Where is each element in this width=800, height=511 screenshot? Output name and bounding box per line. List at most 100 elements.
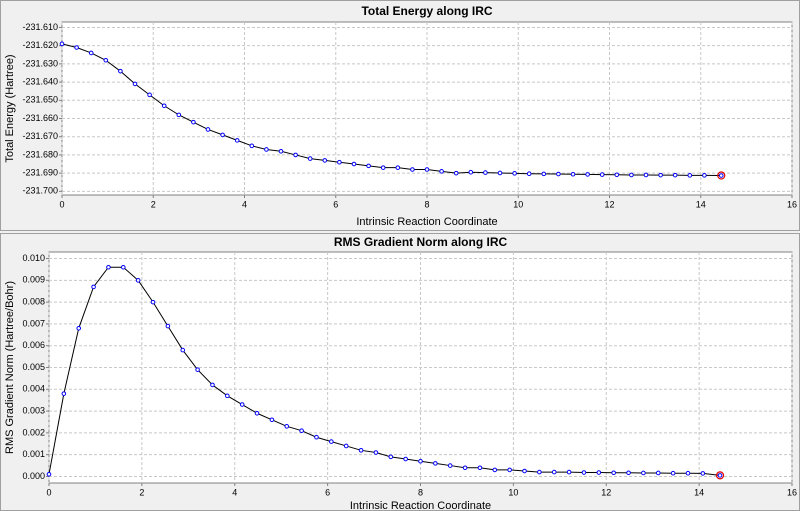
data-point <box>220 132 225 138</box>
data-point <box>161 103 167 109</box>
x-tick-label: 8 <box>424 199 429 209</box>
data-point <box>59 41 65 47</box>
data-point <box>611 470 616 476</box>
x-tick-label: 4 <box>232 487 237 497</box>
data-point <box>655 470 661 476</box>
data-point <box>225 393 230 399</box>
data-point <box>150 299 156 305</box>
data-point <box>685 470 691 476</box>
data-point <box>658 172 663 178</box>
data-point <box>585 172 590 177</box>
data-point <box>76 325 82 331</box>
x-tick-label: 10 <box>513 199 523 209</box>
data-point <box>492 467 498 473</box>
data-point <box>234 138 240 143</box>
x-tick-label: 10 <box>508 487 518 497</box>
x-tick-label: 14 <box>694 487 704 497</box>
data-point <box>717 473 723 478</box>
data-point <box>687 173 693 178</box>
data-point <box>264 147 269 152</box>
data-point <box>462 465 468 471</box>
data-point <box>453 170 459 176</box>
y-axis-title: RMS Gradient Norm (Hartree/Bohr) <box>4 281 16 454</box>
data-point <box>284 424 290 429</box>
data-point <box>314 434 319 440</box>
data-point <box>176 112 182 118</box>
data-point <box>293 152 298 158</box>
data-point <box>254 410 260 416</box>
data-point <box>718 173 724 178</box>
data-point <box>191 119 196 125</box>
x-tick-label: 14 <box>696 199 706 209</box>
data-point <box>74 45 79 50</box>
data-point <box>329 439 334 444</box>
y-tick-label: 0.001 <box>22 449 45 459</box>
data-point <box>343 443 349 449</box>
data-point <box>522 468 527 474</box>
data-point <box>570 171 576 177</box>
data-point <box>205 127 211 132</box>
data-point <box>626 470 631 476</box>
y-tick-label: -231.610 <box>22 22 58 32</box>
data-point <box>165 323 171 329</box>
x-tick-label: 6 <box>333 199 338 209</box>
data-point <box>556 171 561 177</box>
y-tick-label: 0.010 <box>22 253 45 263</box>
data-point <box>278 148 284 154</box>
x-tick-label: 16 <box>787 199 797 209</box>
y-tick-label: -231.640 <box>22 76 58 86</box>
data-point <box>541 171 547 177</box>
y-tick-label: 0.004 <box>22 384 45 394</box>
data-point <box>599 172 605 177</box>
y-tick-label: 0.003 <box>22 405 45 415</box>
data-point <box>147 92 152 98</box>
y-axis-title: Total Energy (Hartree) <box>4 54 16 162</box>
data-point <box>91 284 96 290</box>
x-tick-label: 4 <box>242 199 247 209</box>
y-tick-label: 0.008 <box>22 296 45 306</box>
data-point <box>299 428 304 433</box>
x-tick-label: 6 <box>325 487 330 497</box>
x-tick-label: 0 <box>46 487 51 497</box>
data-point <box>424 167 430 172</box>
y-tick-label: -231.700 <box>22 186 58 196</box>
data-point <box>380 165 386 170</box>
data-line <box>61 43 722 177</box>
data-point <box>132 81 138 87</box>
y-tick-label: 0.009 <box>22 275 45 285</box>
data-point <box>239 402 245 407</box>
data-point <box>410 167 415 172</box>
data-point <box>307 156 313 161</box>
data-point <box>135 278 141 283</box>
data-point <box>106 264 111 270</box>
data-point <box>418 458 423 464</box>
data-point <box>103 57 109 63</box>
data-point <box>322 158 328 163</box>
data-point <box>46 471 52 477</box>
data-point <box>537 469 542 475</box>
y-tick-label: -231.670 <box>22 131 58 141</box>
y-tick-label: -231.620 <box>22 40 58 50</box>
data-point <box>249 143 255 149</box>
chart-title: RMS Gradient Norm along IRC <box>334 235 508 249</box>
x-tick-label: 0 <box>59 199 64 209</box>
data-point <box>526 171 532 176</box>
y-tick-label: 0.002 <box>22 427 45 437</box>
y-tick-label: -231.630 <box>22 58 58 68</box>
data-point <box>477 465 483 471</box>
data-point <box>670 470 676 476</box>
y-tick-label: 0.006 <box>22 340 45 350</box>
data-point <box>700 471 706 476</box>
data-point <box>403 456 408 462</box>
data-point <box>641 470 646 476</box>
x-tick-label: 2 <box>151 199 156 209</box>
data-point <box>702 173 707 178</box>
data-point <box>566 469 572 475</box>
data-point <box>447 463 453 468</box>
data-point <box>88 50 94 56</box>
data-point <box>373 450 379 455</box>
x-axis-title: Intrinsic Reaction Coordinate <box>356 216 497 228</box>
data-point <box>61 391 67 396</box>
data-point <box>614 172 620 178</box>
